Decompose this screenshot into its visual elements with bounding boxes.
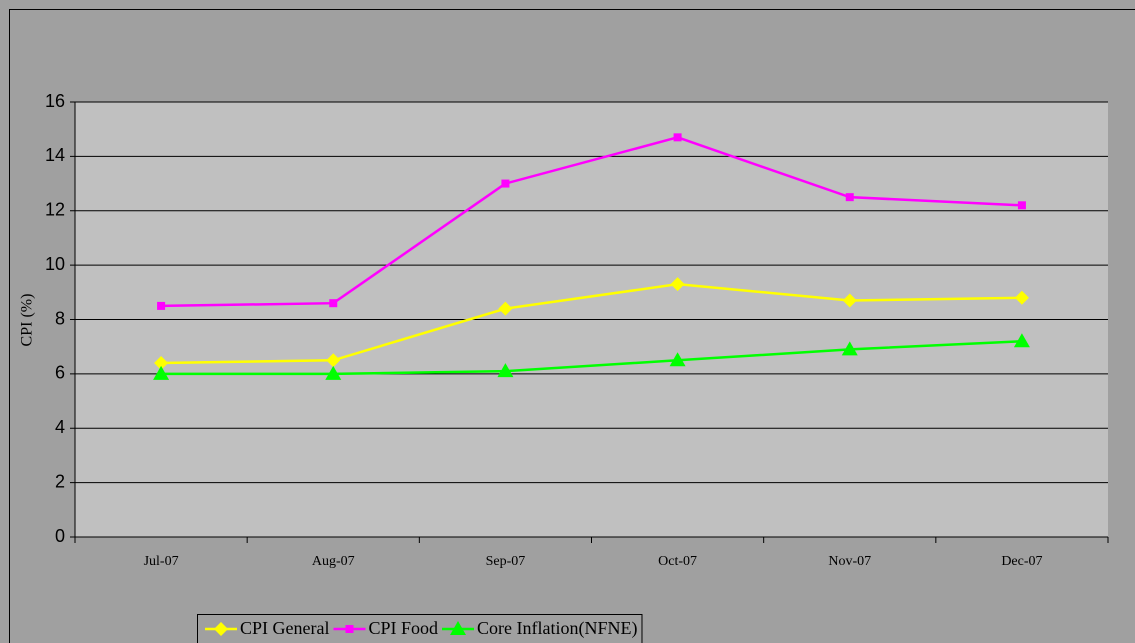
legend-label: CPI General xyxy=(240,618,329,638)
marker xyxy=(670,277,685,292)
marker xyxy=(214,622,228,636)
marker xyxy=(1017,201,1026,210)
marker xyxy=(450,621,467,635)
marker xyxy=(1013,333,1030,348)
chart-border xyxy=(9,9,1135,643)
y-tick-label: 2 xyxy=(55,471,65,491)
legend-label: Core Inflation(NFNE) xyxy=(477,618,637,639)
x-tick-label: Sep-07 xyxy=(486,554,526,569)
marker xyxy=(325,365,342,380)
legend-label: CPI Food xyxy=(368,618,438,638)
x-tick-label: Nov-07 xyxy=(828,554,871,569)
y-tick-label: 8 xyxy=(55,308,65,328)
series-line xyxy=(161,136,1022,308)
marker xyxy=(501,179,510,188)
marker xyxy=(497,363,514,378)
marker xyxy=(669,352,686,367)
marker xyxy=(842,293,857,308)
marker xyxy=(845,193,854,202)
x-tick-label: Jul-07 xyxy=(144,554,179,569)
marker xyxy=(1014,290,1029,305)
y-tick-label: 6 xyxy=(55,363,65,383)
series-line xyxy=(161,340,1022,376)
marker xyxy=(329,299,338,308)
series-line xyxy=(161,282,1022,365)
y-tick-label: 14 xyxy=(45,145,65,165)
y-axis-label: CPI (%) xyxy=(19,294,36,347)
y-tick-label: 10 xyxy=(45,254,65,274)
marker xyxy=(498,301,513,316)
x-tick-label: Oct-07 xyxy=(658,554,697,569)
x-tick-label: Aug-07 xyxy=(312,554,355,569)
y-tick-label: 12 xyxy=(45,200,65,220)
marker xyxy=(157,301,166,310)
marker xyxy=(345,625,354,633)
legend-box xyxy=(197,614,643,643)
marker xyxy=(153,365,170,380)
marker xyxy=(154,356,169,370)
marker xyxy=(673,133,682,142)
y-tick-label: 16 xyxy=(45,91,65,111)
x-tick-label: Dec-07 xyxy=(1001,554,1042,569)
marker xyxy=(841,341,858,356)
y-tick-label: 0 xyxy=(55,526,65,546)
marker xyxy=(326,353,341,368)
legend: CPI General CPI Food Core Inflation(NFNE) xyxy=(197,614,643,643)
y-tick-label: 4 xyxy=(55,417,65,437)
